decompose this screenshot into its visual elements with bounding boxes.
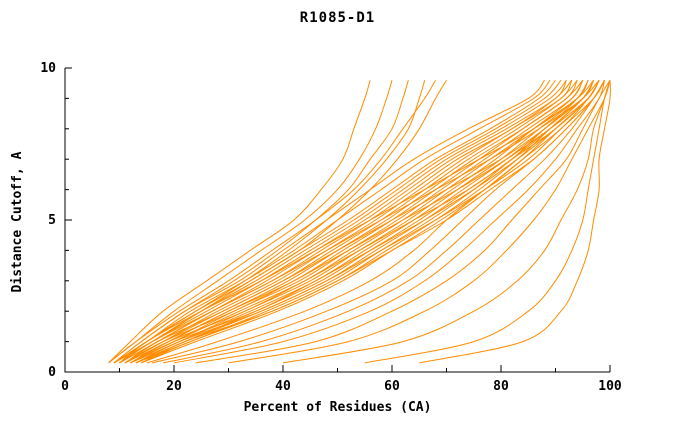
y-tick-label: 10: [40, 61, 56, 76]
model-curve: [152, 79, 605, 364]
model-curve: [113, 80, 409, 364]
x-tick-label: 100: [598, 379, 622, 394]
x-tick-label: 80: [493, 379, 509, 394]
y-tick-label: 0: [48, 365, 56, 380]
model-curve: [119, 79, 594, 364]
y-tick-label: 5: [48, 213, 56, 228]
model-curve: [364, 80, 611, 364]
x-axis-label: Percent of Residues (CA): [243, 400, 432, 415]
model-curve: [124, 79, 573, 364]
x-tick-label: 20: [166, 379, 182, 394]
chart-title: R1085-D1: [299, 10, 376, 26]
model-curve: [119, 79, 562, 364]
model-curve: [162, 79, 605, 364]
model-curve: [282, 80, 611, 364]
x-tick-label: 40: [275, 379, 291, 394]
model-curve: [124, 79, 600, 364]
model-curve: [113, 79, 545, 364]
model-curve: [228, 80, 611, 364]
x-tick-label: 0: [61, 379, 69, 394]
x-tick-label: 60: [384, 379, 400, 394]
model-curve: [108, 80, 393, 364]
model-curve: [195, 79, 611, 364]
model-curve: [119, 79, 556, 364]
model-curve: [419, 80, 611, 364]
model-curve: [124, 79, 600, 364]
model-curve: [108, 80, 371, 364]
model-curve: [135, 79, 605, 364]
model-curve: [173, 80, 605, 364]
model-curve: [108, 79, 437, 364]
model-curve: [130, 79, 600, 364]
model-curve: [113, 79, 551, 364]
model-curve: [119, 79, 595, 364]
model-curve: [119, 79, 567, 364]
model-curve: [130, 79, 584, 364]
model-curve: [146, 79, 600, 364]
model-curve: [130, 79, 589, 364]
